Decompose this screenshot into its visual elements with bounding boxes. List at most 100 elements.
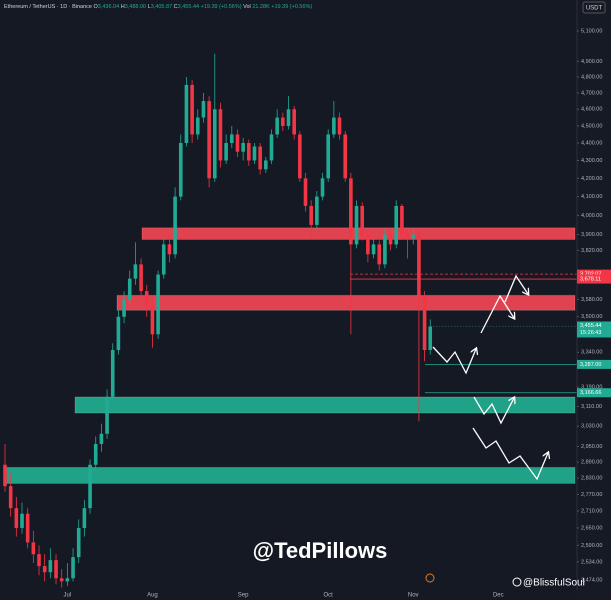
arrow [480,294,514,334]
candle-body [366,234,370,255]
candle-body [42,566,47,573]
candle-body [195,117,200,135]
candle-body [275,117,279,135]
y-tick-label: 2,710.00 [581,508,602,514]
candle-body [178,143,183,197]
y-tick-label: 4,700.00 [581,90,602,96]
candle-body [161,244,166,275]
volume-change: +19.39 (+0.56%) [271,4,312,10]
candle-body [292,109,296,135]
arrows [432,274,548,481]
candle-body [212,109,217,179]
y-tick-label: 3,030.00 [581,424,602,430]
candle-body [377,244,382,265]
candle-body [422,295,427,350]
credit: @BlissfulSoul [523,578,585,589]
ohlc: O3,436.04 H3,488.00 L3,405.87 C3,455.44 [92,4,199,10]
candle-body [428,326,433,350]
candle-body [360,205,365,235]
y-tick-label: 3,110.00 [581,404,602,410]
candle-body [411,234,416,239]
candle-body [298,134,302,179]
y-tick-label: 2,534.00 [581,559,602,565]
candle-body [110,349,115,397]
y-tick-label: 2,830.00 [581,476,602,482]
candle-body [201,101,206,118]
candle-body [230,134,234,144]
currency[interactable]: USDT [586,6,603,12]
candle-body [127,278,132,300]
arrow [504,274,528,303]
candle-body [54,560,58,579]
arrow [432,346,476,375]
y-tick-label: 2,650.00 [581,525,602,531]
candle-body [224,143,228,161]
price-tag [577,274,611,284]
axis: 5,100.00 4,900.00 4,800.00 4,700.00 4,600.00… [64,28,611,599]
candle-body [25,513,30,543]
candle-body [150,305,155,335]
candle-body [241,143,245,152]
candle-body [133,264,138,279]
candle-body [343,134,347,179]
candle-body [37,554,41,567]
ohlc-key: C [174,4,178,10]
y-tick-label: 4,200.00 [581,176,602,182]
currency-box[interactable] [582,1,606,14]
candle-body [144,291,149,306]
x-tick-label: Dec [493,593,504,599]
y-tick-label: 2,890.00 [581,460,602,466]
y-tick-label: 3,900.00 [581,232,602,238]
ohlc-key: L [148,4,151,10]
y-tick-label: 4,600.00 [581,107,602,113]
x-tick-label: Sep [238,593,249,599]
y-tick-label: 4,000.00 [581,213,602,219]
price-tag-label: 3,287.00 [580,362,601,368]
candle-body [218,109,223,161]
y-tick-label: 3,580.00 [581,297,602,303]
candle-body [99,433,104,444]
candle-body [354,205,359,245]
y-axis-bg [577,0,611,600]
volume: 21.28K [252,4,270,10]
volume-key: Vol [243,4,251,10]
candle-body [258,146,262,170]
candle-body [264,160,268,170]
header: Ethereum / TetherUS · 1D · Binance O3,43… [4,4,312,10]
countdown: 15:26:43 [580,330,601,336]
candle-body [93,443,98,465]
y-tick-label: 2,590.00 [581,543,602,549]
candle-body [303,178,308,206]
candle-body [320,178,325,197]
candle-body [405,234,410,239]
ohlc-key: H [121,4,125,10]
ohlc-value: 3,455.44 [178,4,199,10]
last-price-label: 3,455.44 [580,323,601,329]
zone [141,227,576,240]
candle-body [20,513,24,528]
candle-body [315,196,319,225]
candle-body [48,560,53,573]
candle-body [326,134,330,179]
candle-body [252,146,257,161]
y-tick-label: 4,100.00 [581,194,602,200]
candle-body [139,264,143,292]
candle-body [235,134,240,152]
candle-body [76,527,81,558]
candle-body [207,101,211,179]
x-tick-label: Jul [64,593,72,599]
icon[interactable] [425,573,435,583]
candle-body [417,234,421,296]
candle-body [190,84,194,135]
y-tick-label: 4,500.00 [581,123,602,129]
last-price-tag [577,321,611,338]
ohlc-value: 3,436.04 [98,4,119,10]
y-tick-label: 3,340.00 [581,350,602,356]
price-tag-label: 3,166.66 [580,390,601,396]
y-tick-label: 5,100.00 [581,28,602,34]
y-tick-label: 2,950.00 [581,444,602,450]
candle-body [88,464,92,509]
candle-body [309,205,313,225]
y-tick-label: 2,474.00 [581,578,602,584]
